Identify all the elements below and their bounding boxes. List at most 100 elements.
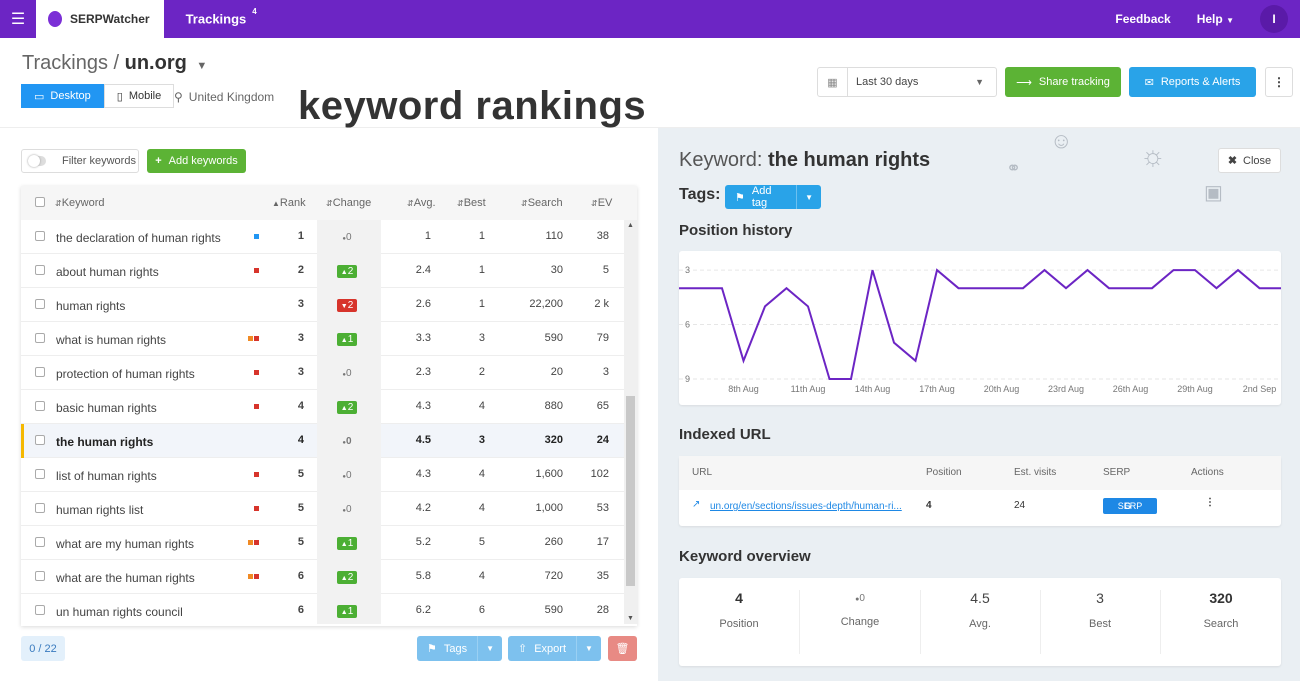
ev-cell: 5 xyxy=(602,264,609,276)
col-keyword[interactable]: ⇵Keyword xyxy=(55,197,105,209)
change-badge: ●0 xyxy=(337,435,357,448)
date-range-select[interactable]: ▦ Last 30 days ▼ xyxy=(817,67,997,97)
ev-cell: 3 xyxy=(602,366,609,378)
best-cell: 4 xyxy=(478,570,485,582)
col-avg[interactable]: ⇵Avg. xyxy=(407,197,436,209)
table-row[interactable]: what is human rights 3 ▲1 3.3 3 590 79 xyxy=(21,322,624,356)
table-row[interactable]: list of human rights 5 ●0 4.3 4 1,600 10… xyxy=(21,458,624,492)
sun-doodle-icon: ☼ xyxy=(1140,140,1166,171)
ev-cell: 24 xyxy=(596,434,609,446)
table-scrollbar[interactable]: ▲ ▼ xyxy=(624,220,637,624)
sort-icon: ⇵ xyxy=(326,199,333,208)
row-checkbox[interactable] xyxy=(35,299,45,309)
keyword-cell[interactable]: human rights list xyxy=(56,503,144,517)
keyword-cell[interactable]: human rights xyxy=(56,299,126,313)
rank-cell: 5 xyxy=(297,468,304,480)
keyword-cell[interactable]: what are the human rights xyxy=(56,571,195,585)
keyword-cell[interactable]: protection of human rights xyxy=(56,367,195,381)
best-cell: 1 xyxy=(478,298,485,310)
avatar[interactable]: I xyxy=(1260,5,1288,33)
google-icon: G xyxy=(1123,501,1131,511)
desktop-button[interactable]: ▭ Desktop xyxy=(21,84,104,108)
reports-alerts-button[interactable]: ✉ Reports & Alerts xyxy=(1129,67,1256,97)
table-row[interactable]: about human rights 2 ▲2 2.4 1 30 5 xyxy=(21,254,624,288)
keyword-cell[interactable]: what is human rights xyxy=(56,333,167,347)
hamburger-menu-icon[interactable]: ☰ xyxy=(10,11,26,28)
export-button[interactable]: ⇧ Export ▼ xyxy=(508,636,601,661)
col-search[interactable]: ⇵Search xyxy=(521,197,563,209)
change-value: 1 xyxy=(347,334,354,345)
row-actions-icon[interactable]: ⋮ xyxy=(1205,497,1215,508)
brand[interactable]: SERPWatcher xyxy=(36,0,164,38)
nav-trackings[interactable]: Trackings 4 xyxy=(186,7,257,26)
mobile-button[interactable]: ▯ Mobile xyxy=(103,84,175,108)
page-header: Trackings / un.org ▼ ▭ Desktop ▯ Mobile ⚲ U… xyxy=(0,38,1300,128)
table-row[interactable]: the human rights 4 ●0 4.5 3 320 24 xyxy=(21,424,624,458)
row-checkbox[interactable] xyxy=(35,571,45,581)
change-cell: ▲2 xyxy=(317,254,381,288)
scroll-up-icon[interactable]: ▲ xyxy=(627,222,634,229)
help-menu[interactable]: Help ▼ xyxy=(1197,12,1234,26)
col-rank[interactable]: ▲Rank xyxy=(272,197,306,209)
filter-keywords-toggle[interactable]: Filter keywords xyxy=(21,149,139,173)
indicator-icon xyxy=(254,336,259,341)
scrollbar-thumb[interactable] xyxy=(626,396,635,586)
table-row[interactable]: human rights 3 ▼2 2.6 1 22,200 2 k xyxy=(21,288,624,322)
row-checkbox[interactable] xyxy=(35,401,45,411)
change-value: 0 xyxy=(346,232,352,243)
table-row[interactable]: basic human rights 4 ▲2 4.3 4 880 65 xyxy=(21,390,624,424)
table-row[interactable]: what are the human rights 6 ▲2 5.8 4 720… xyxy=(21,560,624,594)
col-change[interactable]: ⇵Change xyxy=(326,197,371,209)
table-row[interactable]: what are my human rights 5 ▲1 5.2 5 260 … xyxy=(21,526,624,560)
col-best[interactable]: ⇵Best xyxy=(457,197,486,209)
more-options-icon[interactable]: ⋮ xyxy=(1265,67,1293,97)
mobile-label: Mobile xyxy=(128,90,162,102)
trash-icon[interactable]: 🗑 xyxy=(608,636,637,661)
sort-icon: ⇵ xyxy=(407,199,414,208)
share-tracking-button[interactable]: ⟶ Share tracking xyxy=(1005,67,1121,97)
row-checkbox[interactable] xyxy=(35,537,45,547)
row-checkbox[interactable] xyxy=(35,435,45,445)
row-checkbox[interactable] xyxy=(35,265,45,275)
row-checkbox[interactable] xyxy=(35,333,45,343)
y-tick-label: 6 xyxy=(685,320,690,330)
chevron-down-icon[interactable]: ▼ xyxy=(805,192,813,202)
breadcrumb-root[interactable]: Trackings / xyxy=(22,52,120,74)
add-tag-button[interactable]: ⚑ Add tag ▼ xyxy=(725,185,821,209)
row-checkbox[interactable] xyxy=(35,605,45,615)
row-checkbox[interactable] xyxy=(35,469,45,479)
table-row[interactable]: human rights list 5 ●0 4.2 4 1,000 53 xyxy=(21,492,624,526)
table-row[interactable]: un human rights council 6 ▲1 6.2 6 590 2… xyxy=(21,594,624,624)
keyword-cell[interactable]: about human rights xyxy=(56,265,159,279)
chevron-down-icon[interactable]: ▼ xyxy=(585,644,593,653)
keyword-cell[interactable]: the human rights xyxy=(56,435,154,449)
tags-button[interactable]: ⚑ Tags ▼ xyxy=(417,636,503,661)
scroll-down-icon[interactable]: ▼ xyxy=(627,615,634,622)
serp-button[interactable]: G SERP xyxy=(1103,498,1157,514)
indexed-url-link[interactable]: un.org/en/sections/issues-depth/human-ri… xyxy=(710,501,902,512)
table-row[interactable]: the declaration of human rights 1 ●0 1 1… xyxy=(21,220,624,254)
change-value: 2 xyxy=(347,300,354,311)
search-cell: 22,200 xyxy=(529,298,563,310)
chevron-down-icon[interactable]: ▼ xyxy=(486,644,495,653)
table-row[interactable]: protection of human rights 3 ●0 2.3 2 20… xyxy=(21,356,624,390)
row-checkbox[interactable] xyxy=(35,367,45,377)
row-checkbox[interactable] xyxy=(35,503,45,513)
keyword-cell[interactable]: the declaration of human rights xyxy=(56,231,221,245)
keyword-cell[interactable]: list of human rights xyxy=(56,469,157,483)
col-ev[interactable]: ⇵EV xyxy=(591,197,612,209)
external-link-icon[interactable]: ↗ xyxy=(692,499,701,510)
keyword-cell[interactable]: basic human rights xyxy=(56,401,157,415)
keyword-cell[interactable]: un human rights council xyxy=(56,605,183,619)
position-line[interactable] xyxy=(679,268,1281,380)
row-checkbox[interactable] xyxy=(35,231,45,241)
keyword-cell[interactable]: what are my human rights xyxy=(56,537,195,551)
close-button[interactable]: ✖ Close xyxy=(1218,148,1281,173)
select-all-checkbox[interactable] xyxy=(35,197,45,207)
breadcrumb-domain[interactable]: un.org xyxy=(124,52,187,74)
add-keywords-button[interactable]: + Add keywords xyxy=(147,149,246,173)
chevron-down-icon[interactable]: ▼ xyxy=(196,60,208,72)
x-tick-label: 29th Aug xyxy=(1177,384,1213,394)
overview-search-label: Search xyxy=(1203,618,1239,630)
feedback-link[interactable]: Feedback xyxy=(1115,12,1171,26)
